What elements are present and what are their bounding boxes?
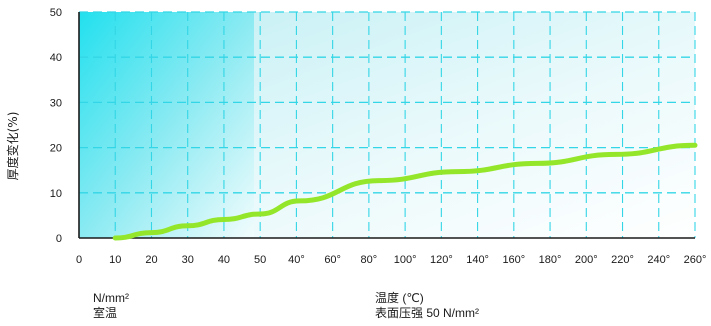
y-tick-label: 40 xyxy=(50,52,62,64)
y-axis-label: 厚度变化(%) xyxy=(5,112,20,181)
y-tick-label: 0 xyxy=(56,233,62,245)
left-unit-label: N/mm² xyxy=(93,291,129,305)
x-tick-label: 40° xyxy=(288,254,305,266)
series xyxy=(112,142,698,241)
x-tick-label: 200° xyxy=(575,254,598,266)
x-tick-label: 100° xyxy=(394,254,417,266)
series-line xyxy=(112,142,698,241)
y-tick-label: 50 xyxy=(50,7,62,19)
y-tick-label: 20 xyxy=(50,143,62,155)
y-tick-label: 10 xyxy=(50,188,62,200)
right-condition-label: 表面压强 50 N/mm² xyxy=(375,306,480,320)
x-tick-label: 10 xyxy=(109,254,121,266)
x-tick-labels: 0 10 20 30 40 50 40° 60° 80° 100° 120° 140° 160° 180°… xyxy=(76,254,706,266)
x-tick-label: 50 xyxy=(254,254,266,266)
x-tick-label: 120° xyxy=(430,254,453,266)
room-temperature-region xyxy=(79,12,254,238)
left-condition-label: 室温 xyxy=(93,306,118,320)
x-tick-label: 60° xyxy=(324,254,341,266)
x-tick-label: 40 xyxy=(218,254,230,266)
x-tick-label: 30 xyxy=(182,254,194,266)
x-tick-label: 160° xyxy=(502,254,525,266)
x-tick-label: 240° xyxy=(647,254,670,266)
y-tick-labels: 0 10 20 30 40 50 xyxy=(50,7,62,245)
x-tick-label: 80° xyxy=(361,254,378,266)
x-tick-label: 140° xyxy=(466,254,489,266)
x-tick-label: 220° xyxy=(611,254,634,266)
y-tick-label: 30 xyxy=(50,97,62,109)
x-tick-label: 260° xyxy=(684,254,707,266)
axes xyxy=(78,12,695,239)
x-tick-label: 0 xyxy=(76,254,82,266)
x-tick-label: 180° xyxy=(539,254,562,266)
right-unit-label: 温度 (℃) xyxy=(375,291,424,305)
x-tick-label: 20 xyxy=(145,254,157,266)
